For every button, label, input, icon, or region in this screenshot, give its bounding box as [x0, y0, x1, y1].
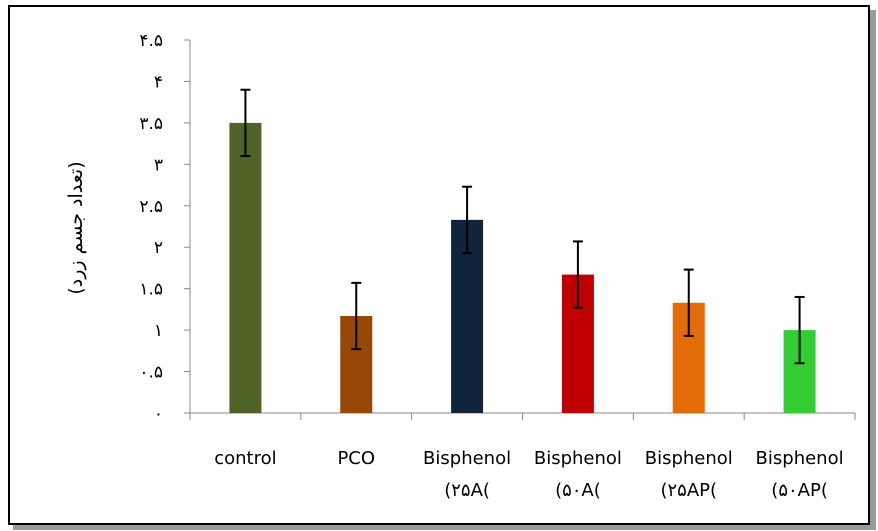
- x-tick-label-line2: (۵۰AP(: [771, 480, 828, 501]
- frame-shadow-bottom: [13, 525, 876, 530]
- y-tick-label: ۰.۵: [139, 363, 163, 383]
- axes: [184, 39, 856, 420]
- x-tick-label: Bisphenol: [423, 448, 511, 469]
- bars: [229, 122, 816, 413]
- x-tick-label: Bisphenol: [756, 448, 844, 469]
- y-tick-label: ۱: [154, 321, 163, 341]
- x-tick-label: PCO: [337, 448, 375, 469]
- y-tick-label: ۳: [154, 155, 163, 175]
- chart-frame: [8, 5, 870, 525]
- y-axis-label: (تعداد جسم زرد): [65, 161, 87, 294]
- x-tick-label-line2: (۲۵AP(: [660, 480, 717, 501]
- x-tick-label-line2: (۵۰A(: [555, 480, 601, 501]
- y-tick-label: ۲.۵: [139, 197, 163, 217]
- x-tick-label: Bisphenol: [534, 448, 622, 469]
- y-tick-label: ۰: [154, 404, 163, 424]
- y-tick-label: ۴.۵: [139, 31, 163, 51]
- bar: [229, 122, 262, 413]
- x-tick-labels: control PCO Bisphenol (۲۵A( Bisphenol (۵۰A( Bi…: [214, 448, 843, 501]
- y-tick-label: ۳.۵: [139, 114, 163, 134]
- error-bars: [240, 88, 805, 365]
- frame-shadow-right: [870, 10, 876, 528]
- y-tick-labels: ۰ ۰.۵ ۱ ۱.۵ ۲ ۲.۵ ۳ ۳.۵ ۴ ۴.۵: [139, 31, 163, 424]
- x-tick-label: control: [214, 448, 276, 469]
- x-tick-label-line2: (۲۵A(: [444, 480, 490, 501]
- x-tick-label: Bisphenol: [645, 448, 733, 469]
- y-tick-label: ۴: [154, 72, 163, 92]
- y-tick-label: ۲: [154, 238, 163, 258]
- y-tick-label: ۱.۵: [139, 280, 163, 300]
